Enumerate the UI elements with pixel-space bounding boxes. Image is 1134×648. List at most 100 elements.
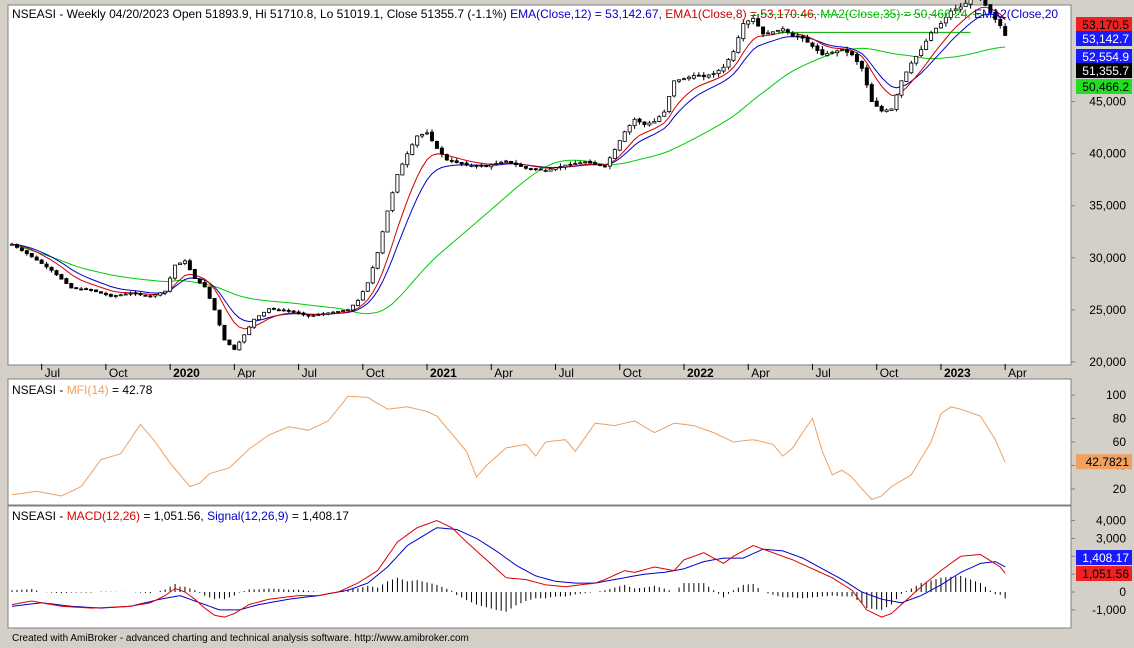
- time-tick-label: Apr: [1008, 366, 1027, 380]
- candle-body: [810, 42, 815, 47]
- candle-body: [138, 293, 143, 296]
- mfi-tick-label: 20: [1113, 482, 1127, 496]
- candle-body: [449, 160, 454, 162]
- candle-body: [360, 291, 365, 301]
- mfi-tick-label: 80: [1113, 412, 1127, 426]
- price-tag-bg: [1076, 31, 1132, 46]
- time-tick-label: Apr: [237, 366, 256, 380]
- candle-body: [415, 135, 420, 146]
- candle-body: [153, 294, 158, 297]
- candle-body: [266, 308, 271, 313]
- candle-body: [701, 74, 706, 78]
- candle-body: [563, 164, 568, 168]
- candle-body: [336, 311, 341, 313]
- time-tick-label: 2021: [430, 366, 457, 380]
- candle-body: [316, 314, 321, 316]
- candle-body: [227, 339, 232, 346]
- price-pane[interactable]: [7, 4, 1072, 366]
- candle-body: [202, 282, 207, 288]
- candle-body: [934, 27, 939, 34]
- candle-body: [514, 162, 519, 166]
- candle-body: [429, 131, 434, 142]
- candle-body: [637, 118, 642, 123]
- time-tick-label: Jul: [559, 366, 574, 380]
- candle-body: [588, 160, 593, 164]
- macd-tick-label: -1,000: [1092, 603, 1126, 617]
- candle-body: [884, 109, 889, 113]
- price-tag-bg: [1076, 17, 1132, 32]
- candle-body: [820, 49, 825, 56]
- candle-body: [212, 298, 217, 311]
- candle-body: [953, 8, 958, 11]
- candle-body: [252, 318, 257, 328]
- candle-body: [79, 288, 84, 291]
- signal-value: = 1,408.17: [289, 509, 350, 523]
- candle-body: [464, 162, 469, 166]
- price-tag-label: 51,355.7: [1082, 64, 1129, 78]
- candle-body: [400, 163, 405, 176]
- candle-body: [143, 294, 148, 297]
- candle-body: [602, 165, 607, 168]
- time-tick-label: Apr: [494, 366, 513, 380]
- macd-tick-label: 4,000: [1096, 514, 1126, 528]
- candle-body: [924, 40, 929, 50]
- price-tag-bg: [1076, 49, 1132, 64]
- candle-body: [84, 288, 89, 291]
- candle-body: [242, 334, 247, 343]
- candle-body: [350, 304, 355, 311]
- candle-body: [716, 69, 721, 75]
- candle-body: [69, 283, 74, 289]
- candle-body: [780, 28, 785, 32]
- candle-body: [696, 74, 701, 77]
- price-tick-label: 35,000: [1089, 199, 1126, 213]
- macd-tag-bg: [1076, 550, 1132, 565]
- candle-body: [607, 157, 612, 167]
- candle-body: [998, 19, 1003, 27]
- candle-body: [909, 62, 914, 74]
- candle-body: [662, 111, 667, 117]
- candle-body: [123, 293, 128, 296]
- candle-body: [395, 174, 400, 193]
- candle-body: [345, 309, 350, 312]
- ema20-legend: EMA2(Close,20: [974, 7, 1058, 21]
- candle-body: [222, 324, 227, 341]
- mfi-tag-bg: [1076, 454, 1132, 470]
- candle-body: [726, 59, 731, 68]
- candle-body: [9, 243, 14, 246]
- candle-body: [627, 125, 632, 133]
- mfi-tick-label: 100: [1106, 388, 1126, 402]
- candle-body: [44, 263, 49, 268]
- candle-body: [108, 293, 113, 297]
- macd-pane[interactable]: [7, 505, 1072, 629]
- mfi-pane[interactable]: [7, 378, 1072, 506]
- time-axis: Jul Oct 2020 Apr Jul Oct 2021 Apr Jul Oct 2022 Apr J…: [41, 364, 1027, 380]
- candle-body: [509, 160, 514, 164]
- candle-body: [14, 244, 19, 248]
- candle-body: [286, 310, 291, 312]
- candle-body: [869, 84, 874, 103]
- macd-tag-label: 1,408.17: [1082, 551, 1129, 565]
- candle-body: [657, 116, 662, 122]
- ma35-line: [11, 46, 1006, 315]
- candle-body: [128, 292, 133, 295]
- price-symbol: NSEASI: [12, 7, 56, 21]
- candle-body: [276, 309, 281, 312]
- candle-body: [721, 66, 726, 72]
- candle-body: [894, 94, 899, 110]
- candle-body: [504, 160, 509, 163]
- candle-body: [548, 168, 553, 172]
- candle-body: [444, 154, 449, 161]
- candle-body: [543, 169, 548, 172]
- candle-body: [375, 252, 380, 269]
- ema12-line: [11, 13, 1006, 323]
- candle-body: [158, 292, 163, 296]
- candle-body: [578, 162, 583, 165]
- mfi-tick-label: 60: [1113, 435, 1127, 449]
- candle-body: [489, 164, 494, 168]
- candle-body: [380, 231, 385, 254]
- candle-body: [988, 4, 993, 14]
- candle-body: [800, 35, 805, 39]
- candle-body: [479, 164, 484, 167]
- macd-line: [11, 519, 1006, 618]
